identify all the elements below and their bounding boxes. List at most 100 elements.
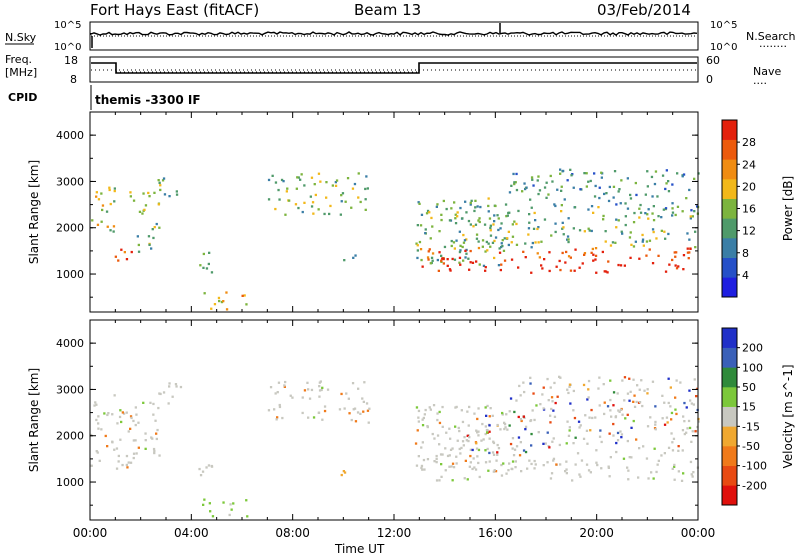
range-cell (530, 444, 533, 447)
range-cell (634, 240, 637, 243)
range-cell (461, 245, 464, 249)
range-cell (471, 467, 474, 471)
colorbar-title: Power [dB] (781, 176, 795, 241)
range-cell (527, 227, 531, 230)
y-tick-label: 2000 (56, 222, 84, 235)
noise-tick-bottom-left: 10^0 (54, 42, 81, 53)
range-cell (628, 236, 632, 239)
range-cell (614, 415, 618, 418)
range-cell (155, 437, 158, 441)
range-cell (121, 463, 124, 467)
range-cell (696, 425, 699, 429)
range-cell (577, 420, 581, 423)
range-cell (285, 190, 288, 193)
range-cell (144, 432, 147, 435)
range-cell (366, 187, 369, 190)
range-cell (340, 392, 343, 396)
range-cell (670, 418, 673, 421)
range-cell (638, 447, 641, 450)
range-cell (463, 239, 467, 242)
range-cell (142, 401, 145, 404)
range-cell (488, 460, 491, 463)
range-cell (686, 251, 690, 254)
range-cell (693, 177, 696, 180)
range-cell (603, 412, 606, 416)
range-cell (564, 470, 567, 473)
range-cell (168, 385, 171, 388)
range-cell (317, 208, 320, 211)
range-cell (527, 233, 530, 236)
range-cell (155, 222, 158, 226)
range-cell (417, 416, 420, 419)
range-cell (342, 470, 345, 473)
range-cell (632, 245, 636, 248)
figure-title: Fort Hays East (fitACF) (90, 1, 259, 19)
range-cell (478, 263, 481, 266)
range-cell (487, 242, 490, 245)
range-cell (98, 459, 101, 462)
range-cell (303, 201, 306, 204)
range-cell (310, 176, 314, 179)
range-cell (553, 203, 556, 206)
range-cell (524, 242, 527, 245)
range-cell (469, 203, 472, 206)
range-cell (597, 387, 600, 390)
range-cell (217, 296, 221, 300)
range-cell (111, 440, 114, 443)
range-cell (560, 210, 563, 213)
range-cell (542, 386, 545, 389)
range-cell (626, 466, 629, 469)
range-cell (359, 412, 362, 415)
range-cell (449, 448, 453, 451)
range-cell (554, 222, 557, 225)
range-cell (365, 402, 369, 405)
range-cell (517, 266, 520, 269)
range-cell (477, 434, 480, 437)
range-cell (138, 210, 142, 213)
range-cell (148, 243, 151, 246)
range-cell (467, 257, 470, 260)
range-cell (420, 466, 423, 470)
range-cell (690, 402, 693, 405)
range-cell (528, 459, 531, 462)
range-cell (587, 227, 590, 230)
range-cell (533, 467, 536, 470)
range-cell (675, 412, 678, 416)
range-cell (271, 174, 274, 177)
range-cell (431, 259, 434, 262)
velocity-cells (90, 375, 700, 518)
range-cell (345, 392, 348, 395)
range-cell (652, 205, 655, 208)
range-cell (277, 188, 280, 192)
range-cell (468, 405, 471, 409)
range-cell (451, 462, 455, 465)
range-cell (615, 226, 618, 229)
range-cell (153, 226, 156, 229)
range-cell (675, 251, 678, 254)
range-cell (464, 256, 467, 259)
range-cell (638, 207, 641, 210)
range-cell (588, 229, 591, 232)
range-cell (532, 227, 536, 230)
range-cell (267, 178, 271, 182)
range-cell (573, 416, 577, 420)
x-tick-label: 08:00 (275, 526, 310, 540)
range-cell (547, 445, 550, 448)
range-cell (616, 439, 620, 442)
range-cell (635, 193, 638, 197)
range-cell (518, 384, 521, 388)
range-cell (574, 463, 577, 466)
range-cell (632, 221, 636, 224)
range-cell (671, 441, 674, 444)
range-cell (417, 201, 420, 204)
range-cell (448, 454, 451, 457)
range-cell (456, 215, 459, 218)
range-cell (592, 253, 595, 256)
range-cell (667, 190, 671, 193)
range-cell (127, 430, 130, 433)
range-cell (115, 467, 119, 470)
range-cell (101, 208, 104, 212)
range-cell (614, 241, 617, 244)
range-cell (484, 266, 487, 269)
range-cell (475, 237, 479, 240)
